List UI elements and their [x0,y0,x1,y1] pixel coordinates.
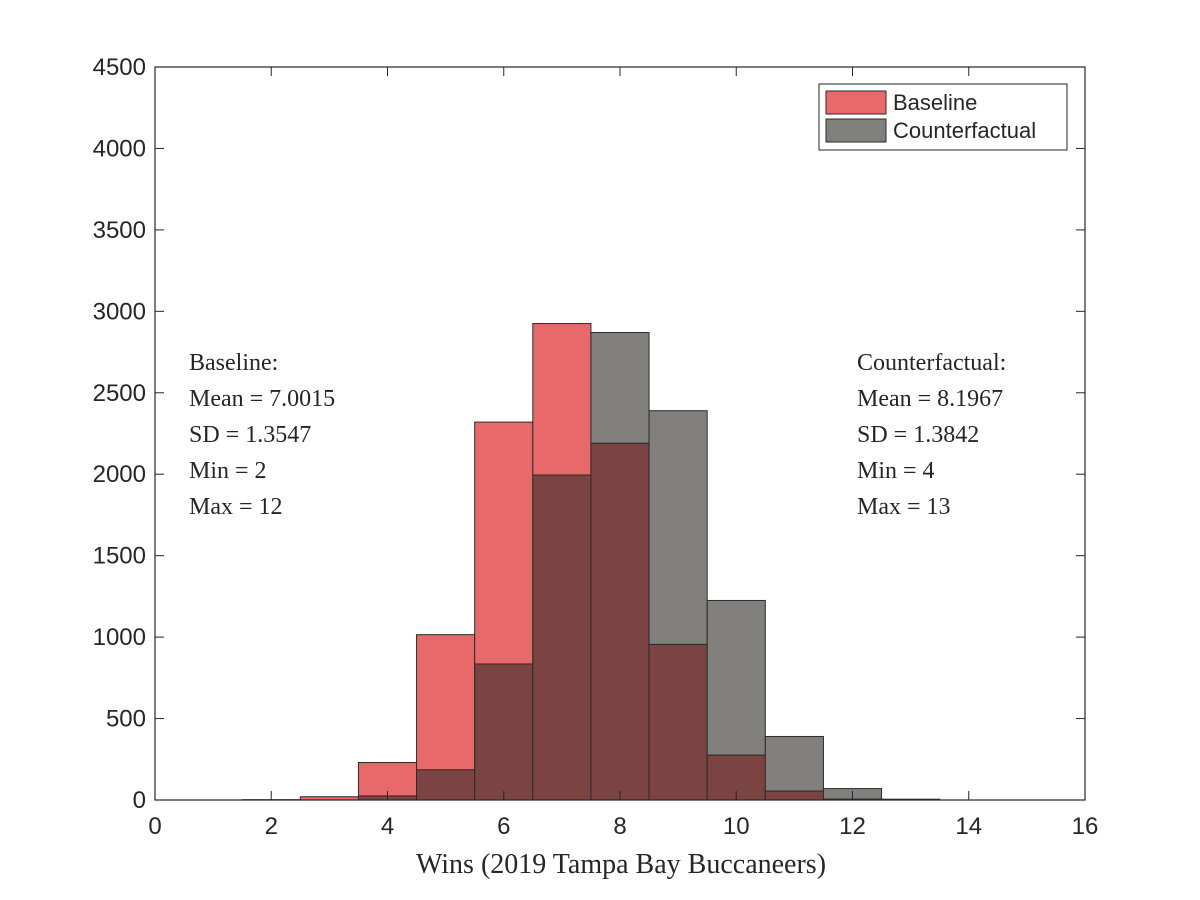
y-tick-label: 1000 [93,624,146,651]
histogram-bar-baseline-bin-5 [416,634,476,771]
annotation-baseline-line: Max = 12 [189,494,283,520]
legend-swatch-counterfactual [825,118,887,143]
y-tick-label: 2000 [93,461,146,488]
bars-layer [241,323,941,801]
y-tick-label: 2500 [93,380,146,407]
histogram-bar-counterfactual-bin-11 [764,735,824,792]
x-tick-label: 8 [613,813,626,840]
histogram-bar-baseline-bin-7 [532,323,592,476]
annotation-counterfactual-line: Counterfactual: [857,350,1006,376]
tick-labels-layer: 0 2 4 6 8 10 12 14 16 0 500 1000 1500 2000 2500 3000 350… [93,54,1099,840]
annotation-baseline-line: Baseline: [189,350,278,376]
x-axis-title: Wins (2019 Tampa Bay Buccaneers) [416,849,826,880]
histogram-bar-overlap-bin-9 [648,643,708,801]
y-tick-label: 0 [133,787,146,814]
legend-label-counterfactual: Counterfactual [893,118,1036,143]
histogram-bar-overlap-bin-8 [590,442,650,801]
histogram-bar-overlap-bin-7 [532,474,592,801]
histogram-bar-counterfactual-bin-8 [590,332,650,444]
annotations-layer: Baseline: Mean = 7.0015 SD = 1.3547 Min = 2… [189,350,1006,520]
histogram-bar-counterfactual-bin-9 [648,410,708,645]
legend: Baseline Counterfactual [818,83,1068,151]
annotation-baseline-line: Mean = 7.0015 [189,386,335,412]
histogram-bar-overlap-bin-11 [764,790,824,801]
annotation-baseline-line: SD = 1.3547 [189,422,311,448]
x-tick-label: 2 [265,813,278,840]
y-tick-label: 4500 [93,54,146,81]
x-tick-label: 14 [955,813,982,840]
legend-swatch-baseline [825,90,887,115]
histogram-bar-baseline-bin-6 [474,421,534,665]
histogram-bar-overlap-bin-5 [416,769,476,801]
x-tick-label: 16 [1072,813,1099,840]
annotation-counterfactual-line: Max = 13 [857,494,951,520]
y-tick-label: 1500 [93,543,146,570]
x-tick-label: 4 [381,813,394,840]
y-tick-label: 4000 [93,135,146,162]
y-tick-label: 3000 [93,298,146,325]
y-tick-label: 500 [106,706,146,733]
histogram-bar-overlap-bin-6 [474,663,534,801]
axes-layer [154,66,1086,801]
x-tick-label: 10 [723,813,750,840]
histogram-bar-baseline-bin-4 [357,762,418,797]
annotation-counterfactual-line: Mean = 8.1967 [857,386,1003,412]
annotation-counterfactual-line: Min = 4 [857,458,935,484]
legend-label-baseline: Baseline [893,90,977,115]
annotation-baseline-line: Min = 2 [189,458,267,484]
x-tick-label: 12 [839,813,866,840]
x-tick-label: 0 [148,813,161,840]
annotation-counterfactual-line: SD = 1.3842 [857,422,979,448]
histogram-bar-counterfactual-bin-10 [706,599,766,756]
y-tick-label: 3500 [93,217,146,244]
x-tick-label: 6 [497,813,510,840]
